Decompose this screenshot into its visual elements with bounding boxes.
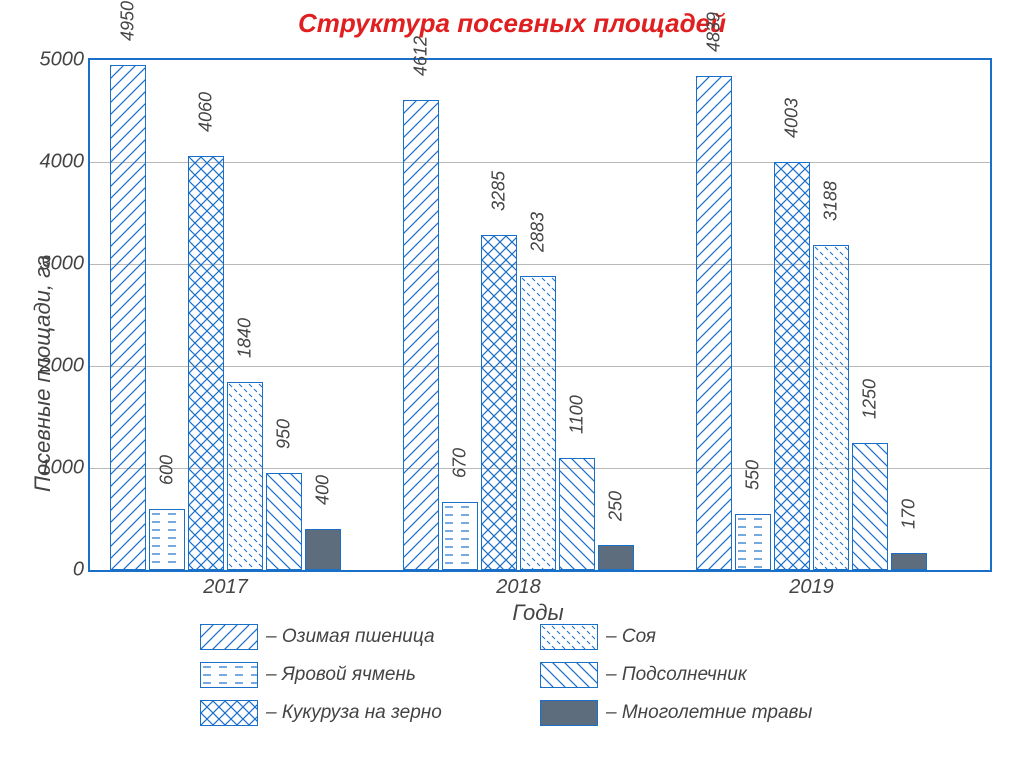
legend-swatch bbox=[540, 662, 598, 688]
bar: 250 bbox=[598, 545, 634, 571]
legend-label: – Кукуруза на зерно bbox=[266, 702, 442, 724]
chart-title: Структура посевных площадей bbox=[0, 8, 1024, 39]
bar-value-label: 550 bbox=[743, 460, 764, 490]
bar-value-label: 170 bbox=[899, 499, 920, 529]
bar-value-label: 2883 bbox=[528, 212, 549, 252]
bar: 4003 bbox=[774, 162, 810, 570]
bar-value-label: 4003 bbox=[782, 98, 803, 138]
bar-value-label: 1250 bbox=[860, 378, 881, 418]
bar-value-label: 1840 bbox=[235, 318, 256, 358]
bar-value-label: 3188 bbox=[821, 181, 842, 221]
y-tick: 5000 bbox=[40, 49, 91, 72]
bar: 600 bbox=[149, 509, 185, 570]
plot-box: 0100020003000400050002017495060040601840… bbox=[88, 58, 992, 572]
bar-value-label: 4060 bbox=[196, 92, 217, 132]
bar: 4612 bbox=[403, 100, 439, 570]
bar-value-label: 4612 bbox=[411, 36, 432, 76]
y-tick: 0 bbox=[73, 559, 90, 582]
y-axis-label: Посевные площади, га bbox=[30, 255, 56, 492]
legend: – Озимая пшеница – Соя – Яровой ячмень –… bbox=[200, 624, 840, 726]
bar: 950 bbox=[266, 473, 302, 570]
legend-swatch bbox=[540, 624, 598, 650]
bar: 2883 bbox=[520, 276, 556, 570]
y-tick: 4000 bbox=[40, 151, 91, 174]
legend-swatch bbox=[200, 700, 258, 726]
bar-value-label: 950 bbox=[274, 419, 295, 449]
x-axis-label: Годы bbox=[88, 600, 988, 626]
legend-swatch bbox=[540, 700, 598, 726]
legend-item: – Кукуруза на зерно bbox=[200, 700, 500, 726]
bar: 4060 bbox=[188, 156, 224, 570]
bar: 1250 bbox=[852, 443, 888, 571]
x-tick: 2019 bbox=[789, 570, 834, 599]
bar: 3188 bbox=[813, 245, 849, 570]
legend-label: – Многолетние травы bbox=[606, 702, 812, 724]
legend-label: – Озимая пшеница bbox=[266, 626, 435, 648]
bar: 3285 bbox=[481, 235, 517, 570]
legend-item: – Многолетние травы bbox=[540, 700, 840, 726]
bar-value-label: 4839 bbox=[704, 12, 725, 52]
bar: 1840 bbox=[227, 382, 263, 570]
legend-label: – Яровой ячмень bbox=[266, 664, 416, 686]
bar: 400 bbox=[305, 529, 341, 570]
bar: 4950 bbox=[110, 65, 146, 570]
bar-value-label: 4950 bbox=[118, 1, 139, 41]
bar-value-label: 400 bbox=[313, 475, 334, 505]
legend-item: – Соя bbox=[540, 624, 840, 650]
x-tick: 2018 bbox=[496, 570, 541, 599]
bar-value-label: 670 bbox=[450, 448, 471, 478]
legend-item: – Озимая пшеница bbox=[200, 624, 500, 650]
page: Структура посевных площадей 010002000300… bbox=[0, 0, 1024, 767]
bar: 1100 bbox=[559, 458, 595, 570]
legend-label: – Подсолнечник bbox=[606, 664, 747, 686]
bar: 4839 bbox=[696, 76, 732, 570]
bar-value-label: 3285 bbox=[489, 171, 510, 211]
x-tick: 2017 bbox=[203, 570, 248, 599]
legend-label: – Соя bbox=[606, 626, 656, 648]
bar: 550 bbox=[735, 514, 771, 570]
legend-swatch bbox=[200, 662, 258, 688]
legend-item: – Подсолнечник bbox=[540, 662, 840, 688]
legend-item: – Яровой ячмень bbox=[200, 662, 500, 688]
bar-value-label: 600 bbox=[157, 455, 178, 485]
bar-value-label: 250 bbox=[606, 490, 627, 520]
legend-swatch bbox=[200, 624, 258, 650]
bar: 170 bbox=[891, 553, 927, 570]
bar-value-label: 1100 bbox=[567, 395, 588, 434]
bar: 670 bbox=[442, 502, 478, 570]
